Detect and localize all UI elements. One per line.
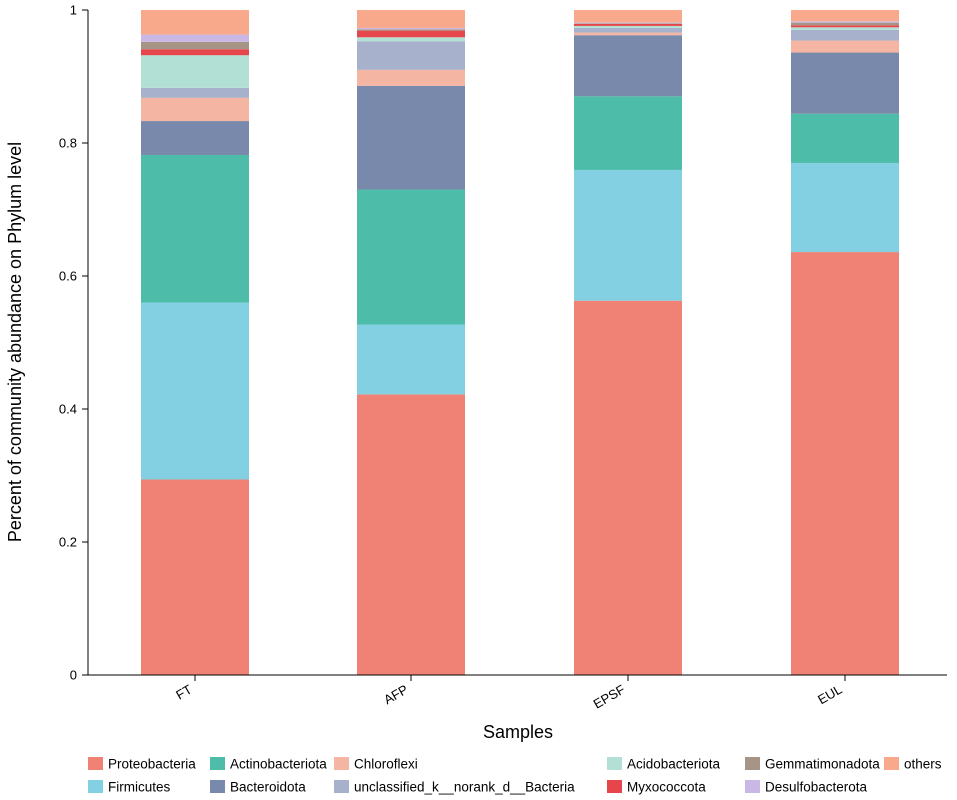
- bar-segment-epsf-acidobacteriota: [574, 25, 682, 28]
- bar-segment-epsf-desulfobacterota: [574, 22, 682, 24]
- bar-segment-afp-others: [357, 10, 465, 28]
- bar-segment-afp-acidobacteriota: [357, 37, 465, 42]
- bar-segment-epsf-bacteroidota: [574, 35, 682, 97]
- bar-segment-ft-acidobacteriota: [141, 55, 249, 88]
- legend-swatch-gemmatimonadota: [745, 757, 760, 770]
- bar-segment-afp-chloroflexi: [357, 69, 465, 86]
- bar-segment-epsf-actinobacteriota: [574, 96, 682, 170]
- legend-label-others: others: [904, 757, 942, 772]
- bars-layer: [141, 10, 899, 675]
- bar-segment-ft-gemmatimonadota: [141, 41, 249, 50]
- bar-segment-eul-myxococcota: [791, 25, 899, 28]
- legend-swatch-others: [884, 757, 899, 770]
- bar-segment-eul-chloroflexi: [791, 40, 899, 53]
- bar-segment-ft-others: [141, 10, 249, 35]
- axes-layer: [87, 10, 947, 676]
- legend-label-chloroflexi: Chloroflexi: [354, 757, 418, 772]
- y-tick-label: 0.2: [59, 535, 77, 550]
- bar-segment-epsf-others: [574, 10, 682, 23]
- legend-label-firmicutes: Firmicutes: [108, 780, 171, 795]
- legend-swatch-unclassified-k-norank-d-bacteria: [334, 780, 349, 793]
- legend-label-actinobacteriota: Actinobacteriota: [230, 757, 327, 772]
- x-tick-label-epsf: EPSF: [591, 682, 628, 712]
- y-tick-label: 0: [70, 668, 77, 683]
- bar-segment-afp-myxococcota: [357, 30, 465, 38]
- legend-swatch-desulfobacterota: [745, 780, 760, 793]
- legend-label-proteobacteria: Proteobacteria: [108, 757, 196, 772]
- bar-segment-epsf-proteobacteria: [574, 300, 682, 675]
- bar-segment-epsf-chloroflexi: [574, 32, 682, 36]
- x-tick-label-afp: AFP: [381, 682, 410, 708]
- legend-label-acidobacteriota: Acidobacteriota: [627, 757, 721, 772]
- bar-segment-afp-gemmatimonadota: [357, 29, 465, 31]
- legend-label-unclassified-k-norank-d-bacteria: unclassified_k__norank_d__Bacteria: [354, 780, 575, 795]
- x-ticks: FT AFP EPSF EUL: [173, 675, 846, 712]
- bar-segment-epsf-myxococcota: [574, 23, 682, 26]
- bar-segment-eul-proteobacteria: [791, 252, 899, 675]
- bar-segment-epsf-unclassified-k-norank-d-bacteria: [574, 27, 682, 33]
- legend-label-myxococcota: Myxococcota: [627, 780, 706, 795]
- legend-swatch-acidobacteriota: [607, 757, 622, 770]
- legend: Proteobacteria Actinobacteriota Chloroflex…: [88, 757, 942, 795]
- bar-segment-ft-firmicutes: [141, 302, 249, 480]
- bar-segment-ft-unclassified-k-norank-d-bacteria: [141, 87, 249, 98]
- x-axis-title: Samples: [483, 722, 553, 742]
- bar-segment-afp-bacteroidota: [357, 85, 465, 190]
- y-tick-label: 0.6: [59, 269, 77, 284]
- legend-swatch-myxococcota: [607, 780, 622, 793]
- legend-swatch-chloroflexi: [334, 757, 349, 770]
- x-tick-label-eul: EUL: [815, 682, 844, 708]
- y-tick-label: 1: [70, 3, 77, 18]
- legend-swatch-bacteroidota: [210, 780, 225, 793]
- bar-segment-ft-desulfobacterota: [141, 34, 249, 42]
- x-tick-label-ft: FT: [173, 682, 194, 703]
- legend-label-desulfobacterota: Desulfobacterota: [765, 780, 868, 795]
- bar-segment-eul-unclassified-k-norank-d-bacteria: [791, 29, 899, 41]
- y-axis-title: Percent of community abundance on Phylum…: [5, 142, 25, 542]
- legend-swatch-firmicutes: [88, 780, 103, 793]
- y-tick-label: 0.8: [59, 136, 77, 151]
- legend-label-bacteroidota: Bacteroidota: [230, 780, 306, 795]
- bar-segment-afp-unclassified-k-norank-d-bacteria: [357, 41, 465, 70]
- bar-segment-afp-desulfobacterota: [357, 27, 465, 30]
- bar-segment-eul-bacteroidota: [791, 52, 899, 114]
- bar-segment-epsf-firmicutes: [574, 169, 682, 301]
- bar-segment-afp-firmicutes: [357, 324, 465, 395]
- y-ticks: 0 0.2 0.4 0.6 0.8 1: [59, 3, 88, 683]
- legend-swatch-actinobacteriota: [210, 757, 225, 770]
- bar-segment-ft-myxococcota: [141, 49, 249, 56]
- bar-segment-epsf-gemmatimonadota: [574, 23, 682, 24]
- y-tick-label: 0.4: [59, 402, 77, 417]
- bar-segment-ft-actinobacteriota: [141, 154, 249, 303]
- legend-label-gemmatimonadota: Gemmatimonadota: [765, 757, 880, 772]
- legend-swatch-proteobacteria: [88, 757, 103, 770]
- bar-segment-ft-chloroflexi: [141, 97, 249, 122]
- bar-segment-afp-actinobacteriota: [357, 189, 465, 325]
- bar-segment-eul-actinobacteriota: [791, 113, 899, 163]
- bar-segment-ft-bacteroidota: [141, 121, 249, 155]
- bar-segment-ft-proteobacteria: [141, 479, 249, 675]
- bar-segment-afp-proteobacteria: [357, 394, 465, 675]
- bar-segment-eul-acidobacteriota: [791, 27, 899, 30]
- bar-segment-eul-gemmatimonadota: [791, 22, 899, 26]
- bar-segment-eul-desulfobacterota: [791, 21, 899, 23]
- bar-segment-eul-others: [791, 10, 899, 22]
- bar-segment-eul-firmicutes: [791, 162, 899, 253]
